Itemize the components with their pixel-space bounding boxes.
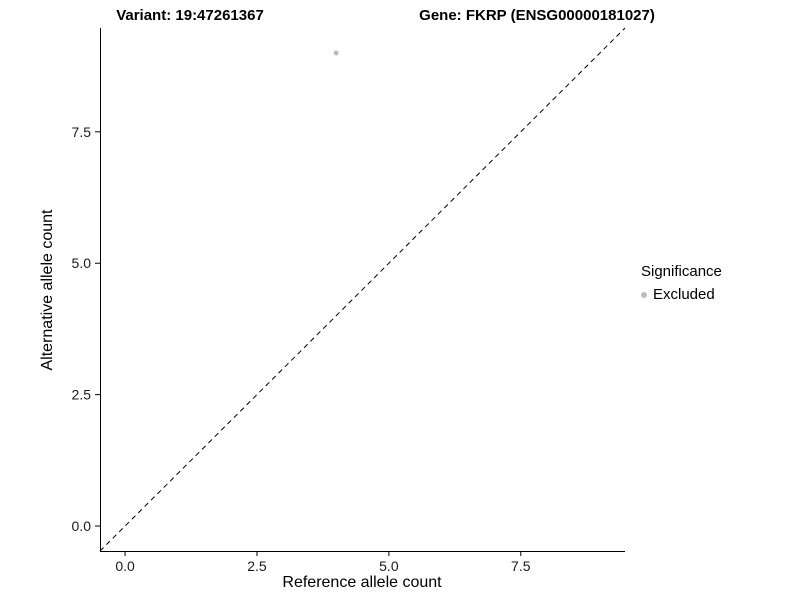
legend-item-label: Excluded [653,286,715,303]
plot-title-variant: Variant: 19:47261367 [116,7,264,24]
y-tick-label: 5.0 [72,255,92,271]
legend-point-icon [641,291,647,298]
identity-reference-line [99,27,626,552]
data-point-excluded [333,50,339,56]
x-tick-label: 5.0 [379,558,399,574]
y-tick-label: 7.5 [72,124,92,140]
y-tick-label: 2.5 [72,387,92,403]
x-tick-label: 0.0 [115,558,135,574]
plot-title-gene: Gene: FKRP (ENSG00000181027) [419,7,655,24]
x-tick-label: 7.5 [511,558,531,574]
legend-item-excluded: Excluded [641,286,722,303]
x-tick-label: 2.5 [247,558,267,574]
legend: Significance Excluded [641,263,722,303]
legend-title: Significance [641,263,722,280]
x-axis-label: Reference allele count [282,574,442,591]
y-axis-label: Alternative allele count [39,209,56,371]
y-tick-label: 0.0 [72,518,92,534]
